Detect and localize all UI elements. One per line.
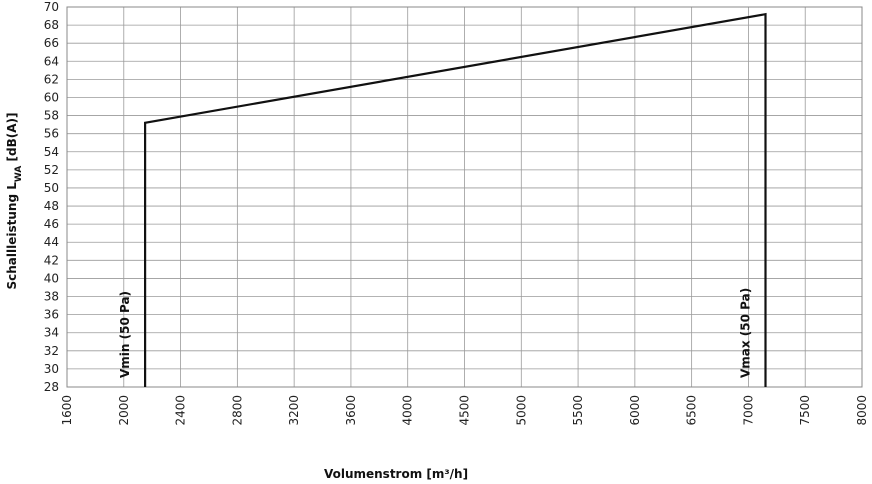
- x-tick-label: 3200: [287, 395, 301, 426]
- x-tick-labels: 1600 2000 2400 2800 3200 3600 4000 4500 5000 5500…: [60, 395, 869, 426]
- y-tick-label: 68: [44, 18, 59, 32]
- y-tick-label: 42: [44, 253, 59, 267]
- y-tick-label: 40: [44, 271, 59, 285]
- annotation-label: Vmin (50 Pa): [118, 291, 132, 378]
- x-tick-label: 5500: [571, 395, 585, 426]
- y-tick-labels: 28 30 32 34 36 38 40 42 44 46 48 50 52 54 56 58 60 62 64 66…: [44, 0, 59, 394]
- y-tick-label: 66: [44, 36, 59, 50]
- y-tick-label: 70: [44, 0, 59, 14]
- annotation-label: Vmax (50 Pa): [738, 288, 752, 378]
- x-tick-label: 6000: [628, 395, 642, 426]
- y-tick-label: 30: [44, 362, 59, 376]
- x-tick-label: 1600: [60, 395, 74, 426]
- y-tick-label: 36: [44, 308, 59, 322]
- x-tick-label: 7500: [798, 395, 812, 426]
- x-tick-label: 8000: [855, 395, 869, 426]
- plot-border: [66, 6, 863, 388]
- y-tick-label: 64: [44, 54, 59, 68]
- y-tick-label: 56: [44, 127, 59, 141]
- y-tick-label: 32: [44, 344, 59, 358]
- y-tick-label: 60: [44, 90, 59, 104]
- y-tick-label: 44: [44, 235, 59, 249]
- y-tick-label: 58: [44, 109, 59, 123]
- x-tick-label: 2400: [174, 395, 188, 426]
- series-line: [144, 12, 767, 387]
- x-tick-label: 7000: [741, 395, 755, 426]
- y-tick-label: 52: [44, 163, 59, 177]
- annotations: Vmin (50 Pa) Vmax (50 Pa): [118, 288, 752, 378]
- x-tick-label: 6500: [685, 395, 699, 426]
- x-tick-label: 4500: [458, 395, 472, 426]
- x-tick-label: 5000: [514, 395, 528, 426]
- x-tick-label: 4000: [401, 395, 415, 426]
- x-tick-label: 2800: [230, 395, 244, 426]
- y-tick-label: 50: [44, 181, 59, 195]
- x-tick-label: 3600: [344, 395, 358, 426]
- y-tick-label: 62: [44, 72, 59, 86]
- x-tick-label: 2000: [117, 395, 131, 426]
- y-tick-label: 34: [44, 326, 59, 340]
- y-tick-label: 54: [44, 145, 59, 159]
- y-tick-label: 48: [44, 199, 59, 213]
- y-axis-title: Schallleistung LWA [dB(A)]: [5, 112, 24, 289]
- y-tick-label: 28: [44, 380, 59, 394]
- x-axis-title: Volumenstrom [m³/h]: [324, 467, 468, 481]
- y-tick-label: 46: [44, 217, 59, 231]
- y-tick-label: 38: [44, 290, 59, 304]
